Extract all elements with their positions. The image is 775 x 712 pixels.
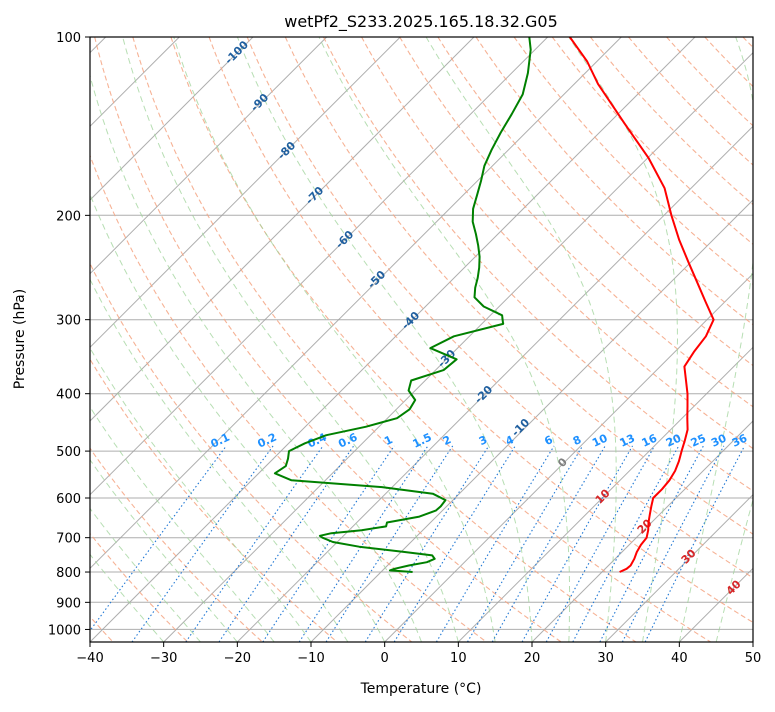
x-tick-label: 30 [597, 651, 614, 666]
x-tick-label: 0 [381, 651, 389, 666]
x-tick-label: 50 [745, 651, 762, 666]
y-tick-label: 700 [56, 532, 81, 547]
chart-title: wetPf2_S233.2025.165.18.32.G05 [284, 12, 558, 32]
x-tick-label: 10 [450, 651, 467, 666]
y-tick-label: 200 [56, 209, 81, 224]
x-axis-label: Temperature (°C) [360, 681, 482, 697]
x-tick-label: −30 [150, 651, 177, 666]
y-tick-label: 600 [56, 492, 81, 507]
plot-background [90, 37, 753, 642]
y-tick-label: 400 [56, 388, 81, 403]
y-tick-label: 800 [56, 566, 81, 581]
y-axis-label: Pressure (hPa) [12, 289, 28, 389]
y-tick-label: 900 [56, 596, 81, 611]
isotherm-line [753, 37, 775, 642]
x-tick-label: −40 [76, 651, 103, 666]
x-tick-label: −10 [297, 651, 324, 666]
x-tick-label: 40 [671, 651, 688, 666]
y-tick-label: 500 [56, 445, 81, 460]
x-tick-label: −20 [224, 651, 251, 666]
y-tick-label: 1000 [48, 623, 81, 638]
x-tick-label: 20 [524, 651, 541, 666]
y-tick-label: 300 [56, 314, 81, 329]
y-tick-label: 100 [56, 31, 81, 46]
